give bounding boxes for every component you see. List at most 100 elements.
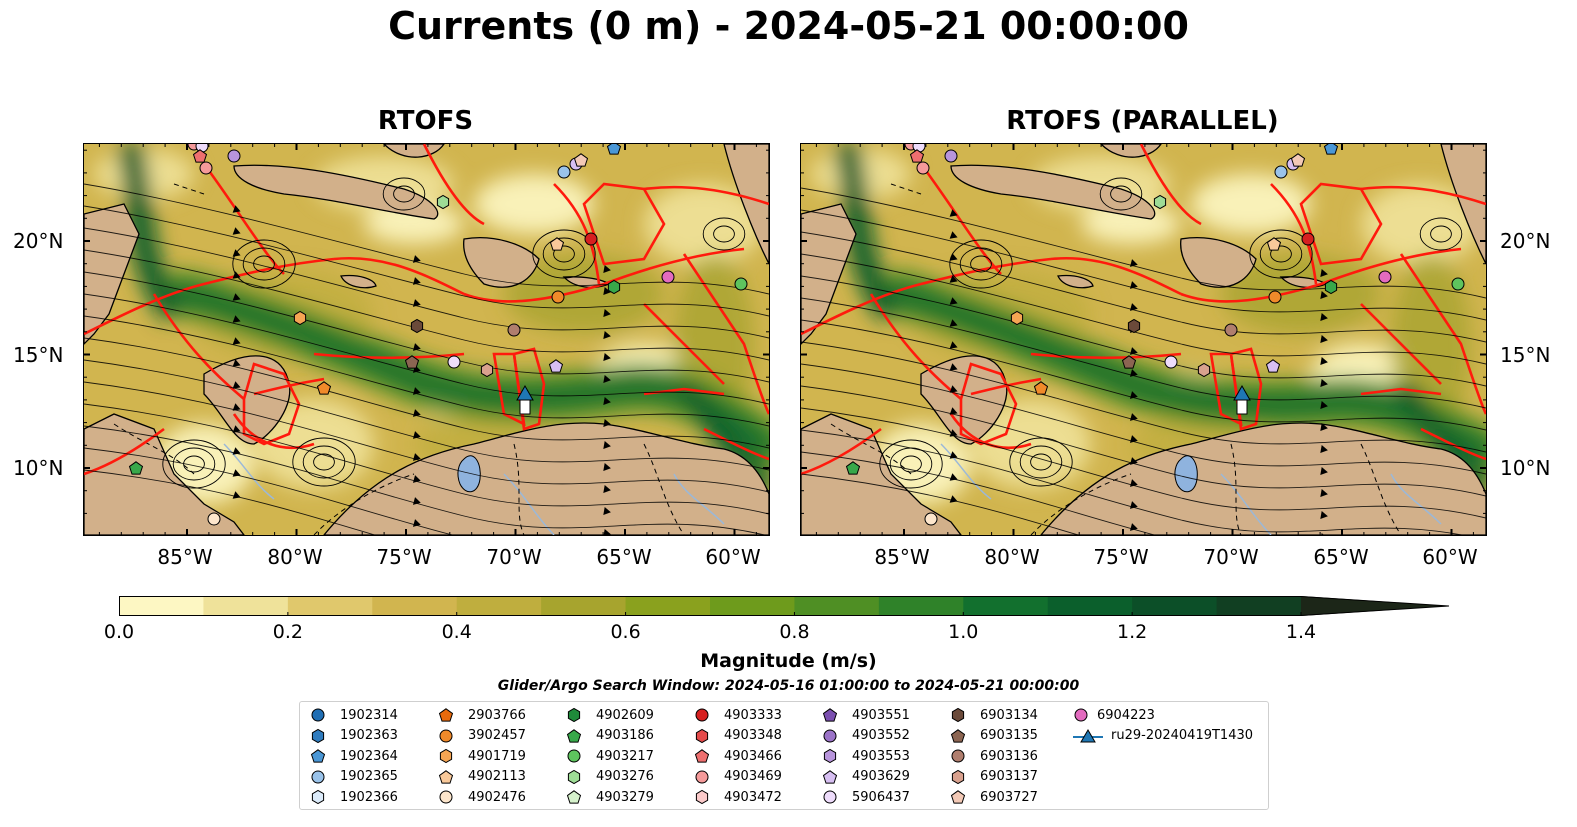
colorbar-tick-label: 0.4 bbox=[441, 621, 472, 643]
lon-label-70w-left: 70°W bbox=[486, 545, 542, 569]
hexagon-marker-icon bbox=[951, 707, 965, 723]
lon-label-75w-left: 75°W bbox=[376, 545, 432, 569]
colorbar-tick-label: 0.2 bbox=[272, 621, 303, 643]
panel-title-rtofs: RTOFS bbox=[377, 106, 474, 136]
float-marker bbox=[1224, 323, 1238, 337]
float-marker bbox=[1197, 362, 1211, 378]
legend-label: 4903553 bbox=[852, 748, 910, 764]
legend-label: 4901719 bbox=[468, 748, 526, 764]
float-marker bbox=[207, 512, 221, 526]
legend-item: 1902366 bbox=[310, 787, 398, 807]
pentagon-marker-icon bbox=[438, 708, 454, 722]
float-marker bbox=[607, 279, 621, 295]
hexagon-marker-icon bbox=[823, 748, 837, 764]
float-marker bbox=[1324, 279, 1338, 295]
pentagon-marker-icon bbox=[438, 769, 454, 784]
legend-label: 4903348 bbox=[724, 728, 782, 743]
lat-label-15n-right: 15°N bbox=[1500, 343, 1551, 367]
lon-label-75w-right: 75°W bbox=[1093, 545, 1149, 569]
float-marker bbox=[1153, 194, 1167, 210]
legend-label: 1902364 bbox=[340, 748, 398, 764]
legend-label: 4903466 bbox=[724, 748, 782, 764]
legend-item: 4903469 bbox=[694, 767, 782, 787]
search-window-text: Glider/Argo Search Window: 2024-05-16 01… bbox=[497, 678, 1080, 694]
float-marker bbox=[1451, 277, 1465, 291]
legend-item: 4903466 bbox=[694, 746, 782, 766]
legend-item: 4903472 bbox=[694, 787, 782, 807]
legend-label: 6903137 bbox=[980, 769, 1038, 784]
float-marker bbox=[1266, 237, 1282, 251]
colorbar-tick-label: 0.6 bbox=[610, 621, 641, 643]
legend-item: 6903727 bbox=[950, 787, 1038, 807]
float-marker bbox=[548, 359, 564, 373]
figure-title: Currents (0 m) - 2024-05-21 00:00:00 bbox=[388, 4, 1189, 48]
legend-label: 6903134 bbox=[980, 707, 1038, 723]
circle-marker-icon bbox=[823, 790, 837, 804]
circle-marker-icon bbox=[439, 790, 453, 804]
legend-label: 2903766 bbox=[468, 707, 526, 723]
glider-marker bbox=[1233, 384, 1251, 401]
legend-label: 1902363 bbox=[340, 728, 398, 743]
float-marker bbox=[199, 161, 213, 175]
circle-marker-icon bbox=[695, 708, 709, 722]
float-marker bbox=[480, 362, 494, 378]
float-marker bbox=[316, 381, 332, 395]
float-marker bbox=[916, 161, 930, 175]
lon-label-60w-left: 60°W bbox=[705, 545, 761, 569]
float-marker bbox=[551, 290, 565, 304]
legend-item: 4902609 bbox=[566, 705, 654, 725]
lon-label-65w-right: 65°W bbox=[1313, 545, 1369, 569]
hexagon-marker-icon bbox=[439, 748, 453, 764]
legend-item: 1902365 bbox=[310, 767, 398, 787]
legend-item: 6904223 bbox=[1073, 705, 1155, 725]
lat-label-10n-left: 10°N bbox=[13, 456, 64, 480]
map-panel-rtofs bbox=[83, 143, 770, 536]
hexagon-marker-icon bbox=[567, 769, 581, 784]
float-marker bbox=[661, 270, 675, 284]
pentagon-marker-icon bbox=[310, 749, 326, 763]
circle-marker-icon bbox=[823, 729, 837, 742]
legend-item: 4903348 bbox=[694, 726, 782, 746]
colorbar-tick-label: 1.2 bbox=[1117, 621, 1148, 643]
float-marker bbox=[404, 355, 420, 369]
hexagon-marker-icon bbox=[695, 728, 709, 743]
float-marker bbox=[1301, 232, 1315, 246]
float-marker bbox=[573, 153, 589, 167]
legend-item: 4903629 bbox=[822, 767, 910, 787]
legend-item: 6903136 bbox=[950, 746, 1038, 766]
lat-label-15n-left: 15°N bbox=[13, 343, 64, 367]
circle-marker-icon bbox=[1074, 708, 1088, 722]
circle-marker-icon bbox=[439, 729, 453, 742]
lon-label-85w-right: 85°W bbox=[874, 545, 930, 569]
legend-label: 4902609 bbox=[596, 707, 654, 723]
legend-item: 4902476 bbox=[438, 787, 526, 807]
hexagon-marker-icon bbox=[311, 789, 325, 805]
legend-label: 4903552 bbox=[852, 728, 910, 743]
legend-label: 6903135 bbox=[980, 728, 1038, 743]
lon-label-80w-left: 80°W bbox=[267, 545, 323, 569]
float-marker bbox=[1010, 310, 1024, 326]
circle-marker-icon bbox=[695, 770, 709, 783]
pentagon-marker-icon bbox=[694, 749, 710, 763]
float-marker bbox=[734, 277, 748, 291]
legend-label: 4903472 bbox=[724, 789, 782, 805]
float-marker bbox=[1378, 270, 1392, 284]
float-marker bbox=[944, 149, 958, 163]
legend-item: 4903553 bbox=[822, 746, 910, 766]
lon-label-80w-right: 80°W bbox=[984, 545, 1040, 569]
legend-label: 5906437 bbox=[852, 789, 910, 805]
lat-label-20n-right: 20°N bbox=[1500, 229, 1551, 253]
glider-marker bbox=[516, 384, 534, 401]
colorbar-tick-label: 0.8 bbox=[779, 621, 810, 643]
pentagon-marker-icon bbox=[822, 708, 838, 722]
float-marker bbox=[1164, 355, 1178, 369]
legend-item: ru29-20240419T1430 bbox=[1073, 726, 1253, 746]
legend-item: 1902364 bbox=[310, 746, 398, 766]
legend-label: 4903279 bbox=[596, 789, 654, 805]
float-marker bbox=[1121, 355, 1137, 369]
triangle-line-marker-icon bbox=[1073, 728, 1103, 742]
lat-label-20n-left: 20°N bbox=[13, 229, 64, 253]
lon-label-85w-left: 85°W bbox=[157, 545, 213, 569]
legend-label: 4903333 bbox=[724, 707, 782, 723]
colorbar bbox=[118, 596, 1454, 620]
